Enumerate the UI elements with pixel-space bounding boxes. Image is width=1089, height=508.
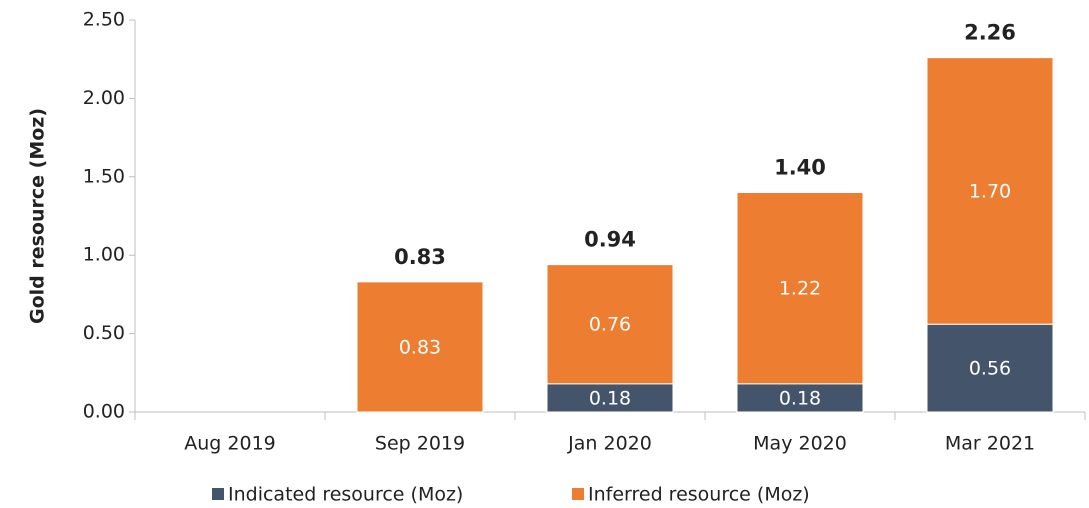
- x-tick-label: Mar 2021: [945, 433, 1035, 455]
- legend-swatch: [212, 488, 224, 500]
- y-axis-label: Gold resource (Moz): [27, 108, 49, 324]
- bar-segment: [546, 264, 674, 385]
- total-label: 0.83: [394, 245, 446, 269]
- total-label: 0.94: [584, 228, 636, 252]
- x-tick-label: Jan 2020: [567, 433, 652, 455]
- segment-label: 0.18: [589, 387, 631, 409]
- legend-label: Inferred resource (Moz): [588, 484, 810, 506]
- x-tick-label: Sep 2019: [375, 433, 465, 455]
- total-label: 1.40: [774, 155, 826, 179]
- y-tick-label: 0.50: [83, 322, 125, 344]
- segment-label: 1.22: [779, 278, 821, 300]
- legend-label: Indicated resource (Moz): [228, 484, 463, 506]
- segment-label: 0.56: [969, 358, 1011, 380]
- x-tick-label: May 2020: [753, 433, 847, 455]
- segment-label: 0.18: [779, 387, 821, 409]
- y-tick-label: 1.00: [83, 244, 125, 266]
- bar-segment: [926, 323, 1054, 413]
- segment-label: 1.70: [969, 180, 1011, 202]
- legend-swatch: [572, 488, 584, 500]
- segment-label: 0.76: [589, 314, 631, 336]
- total-label: 2.26: [964, 21, 1016, 45]
- y-tick-label: 2.00: [83, 87, 125, 109]
- y-tick-label: 0.00: [83, 401, 125, 423]
- y-tick-label: 2.50: [83, 9, 125, 31]
- bar-segment: [736, 191, 864, 385]
- bar-segment: [926, 57, 1054, 325]
- bar-segment: [736, 383, 864, 413]
- x-tick-label: Aug 2019: [184, 433, 276, 455]
- bar-segment: [546, 383, 674, 413]
- y-tick-label: 1.50: [83, 165, 125, 187]
- segment-label: 0.83: [399, 336, 441, 358]
- bar-segment: [356, 281, 484, 413]
